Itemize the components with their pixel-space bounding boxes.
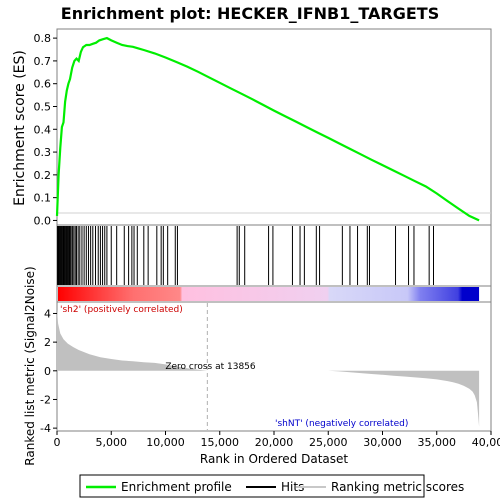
x-axis-ticks: 0 5,000 10,000 15,000 20,000 25,000 30,000 35,0… [54, 431, 500, 449]
negative-correlation-label: 'shNT' (negatively correlated) [275, 419, 408, 429]
metric-axis-ticks: -4 -2 0 2 4 [40, 307, 57, 435]
legend-label: Enrichment profile [121, 480, 232, 494]
zero-cross-label: Zero cross at 13856 [165, 362, 256, 372]
x-tick-label: 25,000 [309, 436, 348, 449]
es-tick-label: 0.2 [34, 169, 52, 182]
es-axis-ticks: 0.0 0.1 0.2 0.3 0.4 0.5 0.6 0.7 0.8 [34, 32, 57, 227]
x-tick-label: 0 [54, 436, 61, 449]
legend-label: Hits [281, 480, 304, 494]
es-panel-frame [56, 28, 492, 226]
metric-tick-label: -2 [40, 393, 51, 406]
es-tick-label: 0.7 [34, 55, 52, 68]
hits-panel [56, 224, 492, 287]
metric-tick-label: 2 [44, 336, 51, 349]
es-panel: 0.0 0.1 0.2 0.3 0.4 0.5 0.6 0.7 0.8 [34, 28, 492, 227]
es-tick-label: 0.4 [34, 123, 52, 136]
metric-axis-label: Ranked list metric (Signal2Noise) [23, 266, 37, 465]
positive-correlation-label: 'sh2' (positively correlated) [60, 305, 183, 315]
metric-tick-label: 4 [44, 307, 51, 320]
metric-tick-label: 0 [44, 365, 51, 378]
enrichment-profile-line [55, 36, 480, 222]
hits-panel-frame [56, 224, 492, 287]
chart-title: Enrichment plot: HECKER_IFNB1_TARGETS [61, 4, 439, 23]
es-tick-label: 0.5 [34, 100, 52, 113]
x-tick-label: 15,000 [201, 436, 240, 449]
x-tick-label: 40,000 [472, 436, 500, 449]
metric-panel: -4 -2 0 2 4 'sh2' (positively correlated) Ze… [40, 301, 492, 435]
es-tick-label: 0.1 [34, 192, 52, 205]
x-axis-label: Rank in Ordered Dataset [200, 452, 348, 466]
legend-label: Ranking metric scores [331, 480, 464, 494]
ranking-metric-area [57, 309, 480, 427]
hit-marks [57, 226, 434, 285]
x-tick-label: 35,000 [418, 436, 457, 449]
es-axis-label: Enrichment score (ES) [12, 50, 28, 206]
x-tick-label: 10,000 [146, 436, 185, 449]
metric-tick-label: -4 [40, 422, 51, 435]
x-tick-label: 30,000 [363, 436, 402, 449]
es-tick-label: 0.0 [34, 214, 52, 227]
es-tick-label: 0.3 [34, 146, 52, 159]
es-tick-label: 0.8 [34, 32, 52, 45]
x-tick-label: 5,000 [96, 436, 128, 449]
legend: Enrichment profile Hits Ranking metric sco… [79, 474, 464, 498]
x-tick-label: 20,000 [255, 436, 294, 449]
es-tick-label: 0.6 [34, 78, 52, 91]
rank-color-bar [58, 287, 480, 301]
